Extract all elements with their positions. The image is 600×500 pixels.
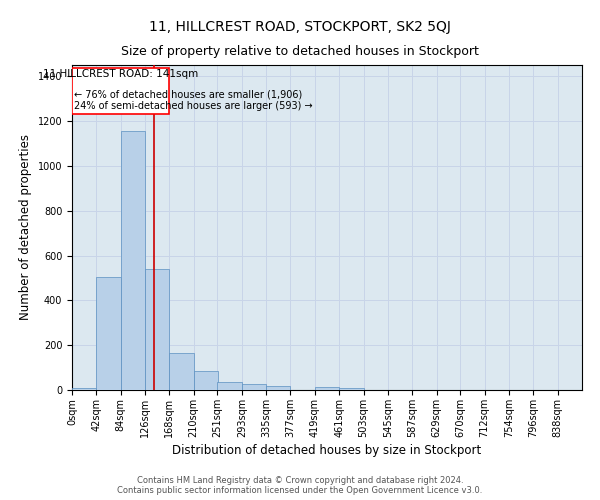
Text: Size of property relative to detached houses in Stockport: Size of property relative to detached ho… [121,45,479,58]
Bar [339,388,364,390]
Bar [121,131,145,390]
Text: Contains HM Land Registry data © Crown copyright and database right 2024.
Contai: Contains HM Land Registry data © Crown c… [118,476,482,495]
Text: ← 76% of detached houses are smaller (1,906): ← 76% of detached houses are smaller (1,… [74,89,302,99]
Bar [72,388,97,390]
Bar [315,388,339,390]
Text: 11, HILLCREST ROAD, STOCKPORT, SK2 5QJ: 11, HILLCREST ROAD, STOCKPORT, SK2 5QJ [149,20,451,34]
Text: 24% of semi-detached houses are larger (593) →: 24% of semi-detached houses are larger (… [74,102,313,112]
Y-axis label: Number of detached properties: Number of detached properties [19,134,32,320]
Bar [242,384,266,390]
FancyBboxPatch shape [72,68,169,114]
Bar [217,382,242,390]
Bar [97,277,121,390]
Bar [266,386,290,390]
Text: 11 HILLCREST ROAD: 141sqm: 11 HILLCREST ROAD: 141sqm [43,70,199,80]
X-axis label: Distribution of detached houses by size in Stockport: Distribution of detached houses by size … [172,444,482,457]
Bar [169,353,194,390]
Bar [194,372,218,390]
Bar [145,269,169,390]
